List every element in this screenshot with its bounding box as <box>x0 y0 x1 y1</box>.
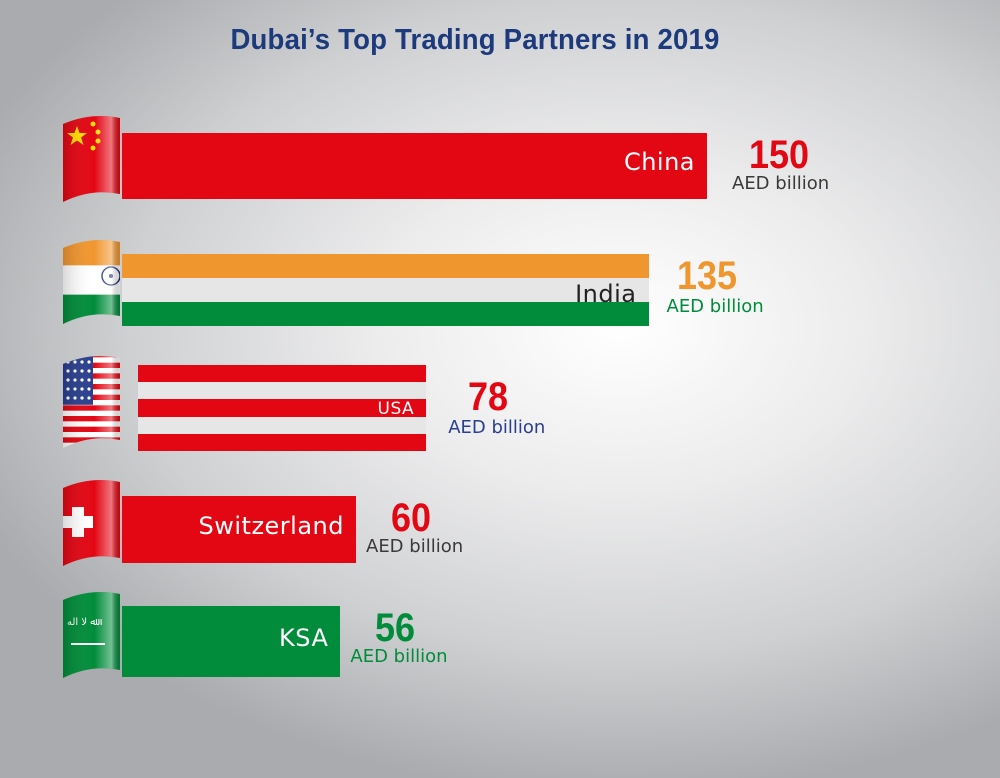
bar-ksa: KSA <box>122 606 341 677</box>
unit-label: AED billion <box>448 417 546 438</box>
bar-switzerland: Switzerland <box>122 496 356 563</box>
india-flag-icon <box>63 236 120 328</box>
unit-label: AED billion <box>666 296 764 317</box>
chart-title: Dubai’s Top Trading Partners in 2019 <box>230 24 720 56</box>
value-label: 56 <box>375 606 416 650</box>
bar-usa: USA <box>138 365 427 451</box>
usa-flag-icon <box>63 352 120 452</box>
unit-label: AED billion <box>366 536 464 557</box>
category-label: KSA <box>279 623 329 652</box>
bar-china: China <box>122 133 707 199</box>
value-label: 150 <box>749 133 810 177</box>
unit-label: AED billion <box>350 646 448 667</box>
category-label: China <box>623 148 695 176</box>
switzerland-flag-icon <box>63 476 120 570</box>
bar-india: India <box>122 254 649 326</box>
category-label: USA <box>377 399 415 420</box>
china-flag-icon <box>63 112 120 206</box>
category-label: India <box>575 280 637 308</box>
value-label: 135 <box>676 254 737 298</box>
saudi-arabia-flag-icon: ﷲ ﻻ ﺍﻟﻪ <box>63 588 120 682</box>
value-label: 78 <box>468 375 509 419</box>
unit-label: AED billion <box>732 173 830 194</box>
category-label: Switzerland <box>198 511 344 540</box>
value-label: 60 <box>391 496 432 540</box>
